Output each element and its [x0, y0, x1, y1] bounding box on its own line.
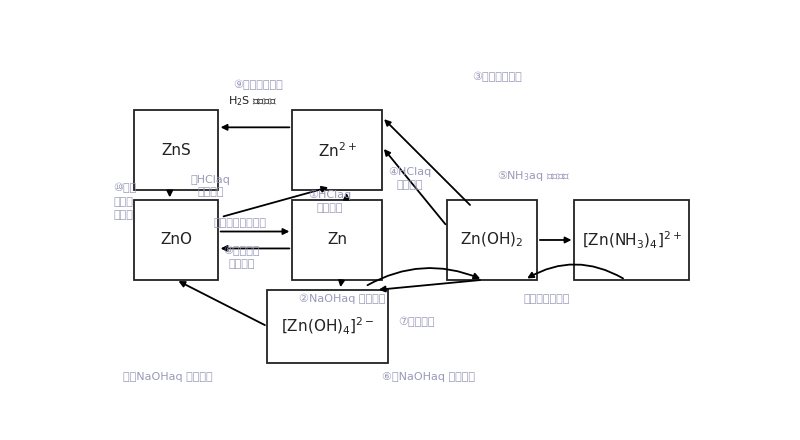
Text: Zn(OH)$_2$: Zn(OH)$_2$ [461, 231, 524, 249]
Text: 酸化する: 酸化する [228, 259, 254, 268]
Text: ③塩基性にする: ③塩基性にする [472, 71, 522, 82]
Text: [Zn(NH$_3$)$_4$]$^{2+}$: [Zn(NH$_3$)$_4$]$^{2+}$ [582, 229, 682, 250]
Bar [134, 200, 218, 280]
Text: 中で酸: 中で酸 [114, 197, 134, 207]
Text: ⑭加熱乾燥する: ⑭加熱乾燥する [523, 294, 570, 304]
Bar [267, 290, 388, 363]
Text: ①HClaq: ①HClaq [308, 190, 351, 200]
Text: Zn: Zn [327, 232, 347, 247]
Text: ⑬濃NaOHaq を加える: ⑬濃NaOHaq を加える [123, 372, 213, 382]
Text: H$_2$S を加える: H$_2$S を加える [227, 94, 276, 108]
Text: を加える: を加える [197, 187, 224, 198]
Text: ⑩空気: ⑩空気 [114, 183, 137, 194]
Text: ⑫炭素で還元する: ⑫炭素で還元する [213, 218, 266, 228]
Bar [447, 200, 537, 280]
Text: ⑨塩基性にして: ⑨塩基性にして [234, 80, 283, 90]
Text: ⑥濃NaOHaq を加える: ⑥濃NaOHaq を加える [382, 372, 475, 382]
Text: ZnO: ZnO [160, 232, 192, 247]
Text: Zn$^{2+}$: Zn$^{2+}$ [318, 141, 357, 160]
Text: ⑧空気中で: ⑧空気中で [223, 246, 260, 256]
Text: ②NaOHaq を加える: ②NaOHaq を加える [298, 293, 385, 304]
Text: を加える: を加える [397, 180, 423, 190]
Text: ④HClaq: ④HClaq [388, 167, 432, 177]
Text: ⑦希釈する: ⑦希釈する [398, 317, 434, 327]
Bar [134, 110, 218, 190]
Bar [292, 110, 382, 190]
Bar [574, 200, 689, 280]
Text: ⑪HClaq: ⑪HClaq [190, 175, 230, 185]
Text: ZnS: ZnS [161, 143, 191, 158]
Text: を加える: を加える [316, 203, 342, 213]
Text: [Zn(OH)$_4$]$^{2-}$: [Zn(OH)$_4$]$^{2-}$ [281, 316, 374, 337]
Text: ⑤NH$_3$aq を加える: ⑤NH$_3$aq を加える [498, 169, 570, 183]
Text: 化する: 化する [114, 210, 134, 220]
Bar [292, 200, 382, 280]
